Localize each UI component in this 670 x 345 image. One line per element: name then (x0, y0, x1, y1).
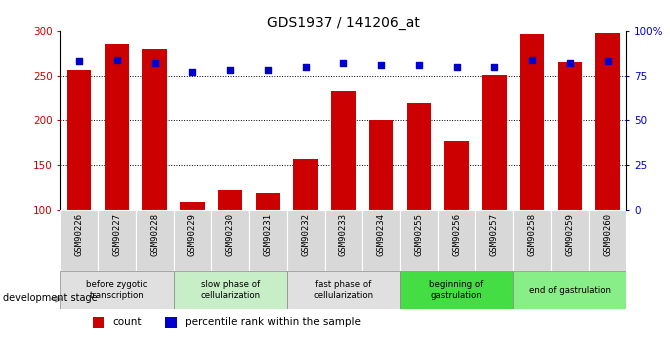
FancyBboxPatch shape (60, 271, 174, 309)
Bar (520, 34, 544, 210)
Point (564, 60, 575, 66)
FancyBboxPatch shape (362, 210, 400, 271)
Text: end of gastrulation: end of gastrulation (529, 286, 611, 295)
Bar (67, 70, 91, 210)
Point (527, 57, 537, 62)
FancyBboxPatch shape (400, 210, 438, 271)
Text: GSM90231: GSM90231 (263, 213, 273, 256)
FancyBboxPatch shape (287, 210, 324, 271)
Point (225, 68, 236, 73)
Point (149, 60, 160, 66)
Point (74, 59, 84, 64)
Title: GDS1937 / 141206_at: GDS1937 / 141206_at (267, 16, 420, 30)
Text: GSM90258: GSM90258 (527, 213, 537, 256)
Text: count: count (112, 317, 141, 327)
Text: GSM90233: GSM90233 (339, 213, 348, 256)
Text: GSM90232: GSM90232 (301, 213, 310, 256)
FancyBboxPatch shape (60, 210, 98, 271)
Text: before zygotic
transcription: before zygotic transcription (86, 280, 147, 300)
Bar (557, 62, 582, 210)
Point (338, 60, 349, 66)
FancyBboxPatch shape (324, 210, 362, 271)
FancyBboxPatch shape (400, 271, 513, 309)
Text: percentile rank within the sample: percentile rank within the sample (185, 317, 360, 327)
Text: GSM90256: GSM90256 (452, 213, 461, 256)
Text: fast phase of
cellularization: fast phase of cellularization (314, 280, 373, 300)
FancyBboxPatch shape (98, 210, 136, 271)
Point (489, 64, 500, 70)
FancyBboxPatch shape (438, 210, 476, 271)
FancyBboxPatch shape (551, 210, 589, 271)
Text: GSM90229: GSM90229 (188, 213, 197, 256)
Bar (369, 120, 393, 210)
FancyBboxPatch shape (136, 210, 174, 271)
FancyBboxPatch shape (249, 210, 287, 271)
FancyBboxPatch shape (513, 271, 626, 309)
Bar (482, 75, 507, 210)
Text: slow phase of
cellularization: slow phase of cellularization (200, 280, 260, 300)
Bar (293, 159, 318, 210)
Point (300, 64, 311, 70)
Point (413, 62, 424, 68)
Bar (143, 49, 167, 210)
FancyBboxPatch shape (174, 210, 211, 271)
Text: GSM90257: GSM90257 (490, 213, 499, 256)
Point (376, 62, 387, 68)
Point (452, 64, 462, 70)
Bar (180, 201, 204, 210)
Text: GSM90227: GSM90227 (113, 213, 121, 256)
Bar (444, 141, 469, 210)
Bar (92, 317, 104, 328)
Text: GSM90259: GSM90259 (565, 213, 574, 256)
Point (263, 68, 273, 73)
Text: GSM90230: GSM90230 (226, 213, 234, 256)
Text: development stage: development stage (3, 294, 97, 303)
FancyBboxPatch shape (211, 210, 249, 271)
Text: GSM90234: GSM90234 (377, 213, 386, 256)
FancyBboxPatch shape (513, 210, 551, 271)
FancyBboxPatch shape (287, 271, 400, 309)
Bar (105, 43, 129, 210)
Bar (596, 33, 620, 210)
FancyBboxPatch shape (476, 210, 513, 271)
Bar (407, 104, 431, 210)
Bar (331, 91, 356, 210)
Text: GSM90260: GSM90260 (603, 213, 612, 256)
Text: GSM90228: GSM90228 (150, 213, 159, 256)
Text: beginning of
gastrulation: beginning of gastrulation (429, 280, 484, 300)
Text: GSM90226: GSM90226 (74, 213, 84, 256)
Text: GSM90255: GSM90255 (414, 213, 423, 256)
FancyBboxPatch shape (589, 210, 626, 271)
Point (187, 69, 198, 75)
Bar (218, 190, 243, 210)
Point (602, 59, 613, 64)
FancyBboxPatch shape (174, 271, 287, 309)
Bar (256, 193, 280, 210)
Point (111, 57, 123, 62)
Bar (165, 317, 177, 328)
